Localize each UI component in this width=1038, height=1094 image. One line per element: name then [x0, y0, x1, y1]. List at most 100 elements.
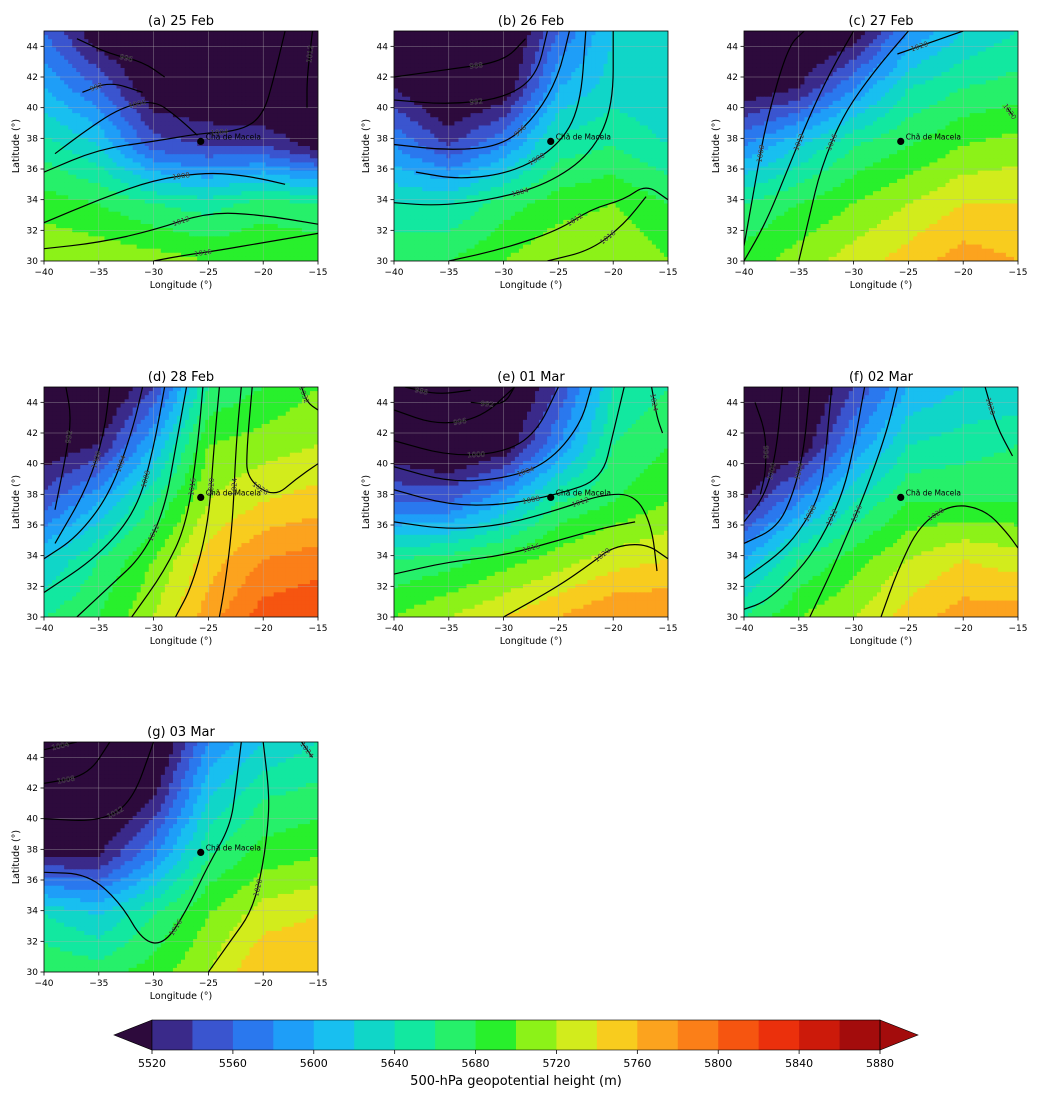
y-tick-label: 30: [27, 968, 39, 978]
colorbar-tick-label: 5800: [704, 1057, 732, 1070]
axes: −40 −35 −30 −25 −20 −15 30 32 34 36 38 40 42 44 Longit…: [711, 42, 1028, 291]
colorbar-swatch: [799, 1020, 840, 1050]
colorbar-swatch: [718, 1020, 760, 1050]
axes: −40 −35 −30 −25 −20 −15 30 32 34 36 38 40 42 44 Longit…: [11, 753, 328, 1002]
axes: −40 −35 −30 −25 −20 −15 30 32 34 36 38 40 42 44 Longit…: [361, 42, 678, 291]
contour-label: 996: [761, 446, 769, 460]
colorbar-swatch: [596, 1020, 638, 1050]
axes: −40 −35 −30 −25 −20 −15 30 32 34 36 38 40 42 44 Longit…: [711, 398, 1028, 647]
x-tick-label: −35: [89, 979, 108, 989]
colorbar-swatch: [232, 1020, 274, 1050]
contour-line: [301, 387, 318, 411]
colorbar-tick-label: 5600: [300, 1057, 328, 1070]
colorbar-tick-label: 5880: [866, 1057, 894, 1070]
y-tick-label: 34: [27, 196, 39, 206]
contour-line: [754, 402, 767, 495]
y-tick-label: 38: [27, 845, 39, 855]
y-tick-label: 40: [27, 815, 39, 825]
contour-line: [246, 387, 318, 494]
contour-label: 1008: [755, 144, 766, 163]
x-tick-label: −25: [899, 268, 918, 278]
y-axis-label: Latitude (°): [361, 475, 372, 529]
y-tick-label: 32: [377, 226, 388, 236]
x-tick-label: −30: [844, 268, 863, 278]
contour-line: [394, 31, 614, 206]
axes: −40 −35 −30 −25 −20 −15 30 32 34 36 38 40 42 44 Longit…: [361, 398, 678, 647]
contour-line: [394, 387, 516, 424]
x-axis-label: Longitude (°): [500, 280, 562, 291]
contour-label: 1020: [207, 478, 216, 496]
x-tick-label: −25: [199, 268, 218, 278]
contour-line: [394, 493, 658, 572]
y-tick-label: 38: [727, 490, 739, 500]
station-marker: [897, 493, 905, 501]
x-tick-label: −15: [1009, 624, 1028, 634]
contour-label: 992: [469, 97, 483, 106]
colorbar: 5520 5560 5600 5640 5680 5720 5760 5800 5840 5880…: [113, 1019, 919, 1089]
colorbar-swatch: [152, 1020, 193, 1050]
x-axis-label: Longitude (°): [150, 636, 212, 647]
y-tick-label: 34: [27, 552, 39, 562]
colorbar-extend-max: [879, 1019, 919, 1051]
y-tick-label: 38: [377, 134, 389, 144]
y-tick-label: 40: [377, 460, 389, 470]
contour-label: 996: [119, 53, 134, 64]
x-tick-label: −25: [549, 268, 568, 278]
axes: −40 −35 −30 −25 −20 −15 30 32 34 36 38 40 42 44 Longit…: [11, 42, 328, 291]
contour-line: [44, 172, 286, 224]
y-tick-label: 40: [27, 104, 39, 114]
station-label: Chã de Macela: [556, 132, 611, 141]
x-tick-label: −30: [144, 979, 163, 989]
x-tick-label: −40: [35, 268, 54, 278]
contour-label: 1012: [305, 45, 315, 64]
axes-frame: [393, 30, 669, 262]
contour-label: 992: [480, 400, 494, 409]
y-tick-label: 42: [377, 73, 388, 83]
axes-frame: [743, 30, 1019, 262]
contour-line: [809, 387, 898, 617]
contour-line: [744, 387, 811, 544]
x-tick-label: −25: [199, 979, 218, 989]
x-tick-label: −35: [439, 268, 458, 278]
x-tick-label: −25: [199, 624, 218, 634]
contour-line: [44, 212, 318, 250]
colorbar-tick-label: 5640: [381, 1057, 409, 1070]
colorbar-extend-min: [113, 1019, 153, 1051]
y-tick-label: 32: [727, 582, 738, 592]
x-tick-label: −20: [954, 624, 973, 634]
panel-title: (b) 26 Feb: [498, 14, 564, 29]
colorbar-swatch: [192, 1020, 234, 1050]
y-tick-label: 38: [377, 490, 389, 500]
y-tick-label: 32: [27, 582, 38, 592]
height-field: [394, 387, 668, 617]
y-axis-label: Latitude (°): [711, 475, 722, 529]
contour-line: [415, 31, 587, 179]
y-tick-label: 34: [727, 196, 739, 206]
contour-line: [744, 387, 866, 610]
contour-line: [306, 31, 314, 108]
colorbar-tick-label: 5760: [623, 1057, 651, 1070]
y-tick-label: 36: [27, 876, 39, 886]
panel-title: (g) 03 Mar: [147, 725, 215, 740]
x-tick-label: −40: [735, 624, 754, 634]
y-axis-label: Latitude (°): [11, 119, 22, 173]
contour-line: [984, 387, 1014, 457]
x-tick-label: −30: [144, 268, 163, 278]
y-tick-label: 40: [377, 104, 389, 114]
contour-line: [82, 83, 143, 93]
station-marker: [197, 137, 205, 145]
y-tick-label: 44: [27, 398, 39, 408]
contour-label: 988: [414, 386, 429, 397]
height-field: [744, 387, 1018, 617]
colorbar-tick-label: 5840: [785, 1057, 813, 1070]
station-label: Chã de Macela: [206, 843, 261, 852]
contour-line: [218, 387, 242, 617]
axes: −40 −35 −30 −25 −20 −15 30 32 34 36 38 40 42 44 Longit…: [11, 398, 328, 647]
colorbar-swatch: [758, 1020, 800, 1050]
x-tick-label: −35: [439, 624, 458, 634]
